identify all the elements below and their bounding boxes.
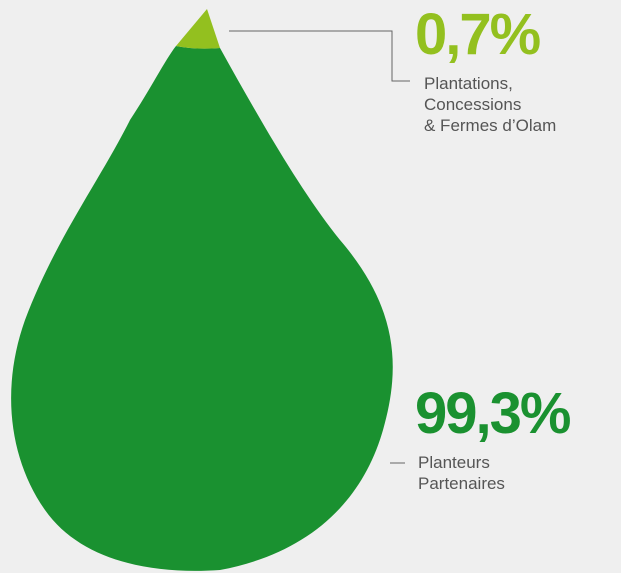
- olam-caption-line: & Fermes d’Olam: [424, 116, 557, 135]
- olam-caption-line: Plantations,: [424, 74, 513, 93]
- olam-percent-label: 0,7%: [415, 2, 541, 67]
- partenaires-caption-line: Planteurs: [418, 453, 490, 472]
- drop-segment-olam: [176, 9, 220, 49]
- olam-caption: Plantations, Concessions & Fermes d’Olam: [424, 73, 556, 136]
- partenaires-percent-label: 99,3%: [415, 381, 571, 446]
- partenaires-caption: Planteurs Partenaires: [418, 452, 505, 494]
- drop-segment-partenaires: [11, 46, 393, 571]
- olam-caption-line: Concessions: [424, 95, 522, 114]
- partenaires-caption-line: Partenaires: [418, 474, 505, 493]
- leader-line-olam: [229, 30, 410, 82]
